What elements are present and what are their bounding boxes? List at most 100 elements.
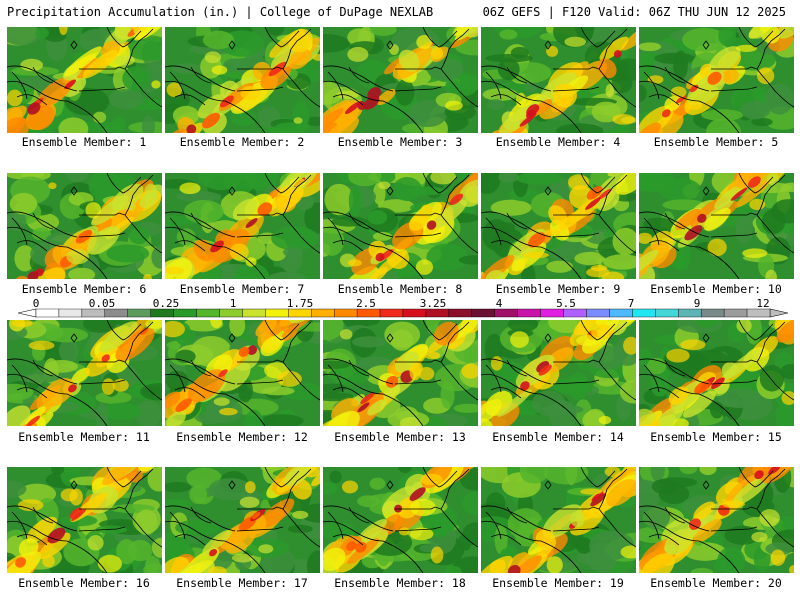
color-scale-tick-label: 0.05 [88,297,116,310]
ensemble-map-15 [639,320,794,426]
ensemble-member-label: Ensemble Member: 3 [337,135,463,149]
precipitation-map [481,320,636,426]
precipitation-map [7,467,162,573]
color-scale-swatch [150,308,174,318]
color-scale-swatch [678,308,702,318]
ensemble-map-8 [323,173,478,279]
map-title: Precipitation Accumulation (in.) | Colle… [7,5,434,19]
color-scale-swatch [494,308,518,318]
ensemble-member-label: Ensemble Member: 7 [179,282,305,296]
color-scale-tick-label: 0.25 [152,297,180,310]
precipitation-map [481,173,636,279]
ensemble-member-label: Ensemble Member: 12 [176,430,308,444]
color-scale-swatch [35,308,60,318]
color-scale-swatch [746,308,771,318]
color-scale-tick-label: 3.25 [419,297,447,310]
precipitation-map [7,320,162,426]
color-scale-tick-label: 1 [229,297,237,310]
color-scale-swatch [196,308,220,318]
color-scale-swatch [356,308,381,318]
precipitation-map [639,27,794,133]
color-scale-swatch [173,308,197,318]
ensemble-member-label: Ensemble Member: 19 [492,576,624,590]
color-scale-tick-label: 5.5 [556,297,576,310]
ensemble-member-label: Ensemble Member: 11 [18,430,150,444]
precipitation-map [323,27,478,133]
ensemble-member-label: Ensemble Member: 15 [650,430,782,444]
ensemble-member-label: Ensemble Member: 13 [334,430,466,444]
precipitation-map [639,320,794,426]
precipitation-color-scale [18,308,788,318]
ensemble-map-12 [165,320,320,426]
precipitation-map [165,27,320,133]
color-scale-swatch [104,308,128,318]
color-scale-swatch [700,308,725,318]
color-scale-swatch [540,308,564,318]
color-scale-swatch [471,308,495,318]
ensemble-map-19 [481,467,636,573]
ensemble-map-4 [481,27,636,133]
color-scale-swatch [333,308,358,318]
precipitation-map [165,173,320,279]
ensemble-map-14 [481,320,636,426]
color-scale-swatch [219,308,243,318]
precipitation-map [481,467,636,573]
ensemble-map-13 [323,320,478,426]
ensemble-member-label: Ensemble Member: 6 [21,282,147,296]
precipitation-map [639,173,794,279]
precipitation-map [165,320,320,426]
color-scale-tick-label: 9 [693,297,701,310]
color-scale-tick-label: 4 [495,297,503,310]
ensemble-map-18 [323,467,478,573]
color-scale-tick-label: 2.5 [356,297,376,310]
color-scale-tick-label: 7 [627,297,635,310]
color-scale-swatch [723,308,748,318]
ensemble-member-label: Ensemble Member: 9 [495,282,621,296]
ensemble-member-label: Ensemble Member: 10 [650,282,782,296]
color-scale-swatch [632,308,656,318]
run-valid-time: 06Z GEFS | F120 Valid: 06Z THU JUN 12 20… [482,5,786,19]
color-scale-swatch [127,308,151,318]
color-scale-swatch [655,308,679,318]
ensemble-member-label: Ensemble Member: 4 [495,135,621,149]
precipitation-map [7,173,162,279]
ensemble-map-16 [7,467,162,573]
ensemble-map-3 [323,27,478,133]
color-scale-swatch [609,308,633,318]
ensemble-member-label: Ensemble Member: 2 [179,135,305,149]
precipitation-map [323,320,478,426]
ensemble-map-6 [7,173,162,279]
color-scale-tick-label: 12 [756,297,770,310]
ensemble-member-label: Ensemble Member: 5 [653,135,779,149]
ensemble-member-label: Ensemble Member: 18 [334,576,466,590]
ensemble-map-5 [639,27,794,133]
ensemble-map-11 [7,320,162,426]
precipitation-map [639,467,794,573]
color-scale-swatch [311,308,335,318]
precipitation-map [165,467,320,573]
color-scale-swatch [448,308,473,318]
color-scale-tick-label: 1.75 [286,297,314,310]
ensemble-member-label: Ensemble Member: 8 [337,282,463,296]
precipitation-map [323,467,478,573]
color-scale-swatch [58,308,83,318]
ensemble-map-10 [639,173,794,279]
ensemble-member-label: Ensemble Member: 14 [492,430,624,444]
ensemble-map-2 [165,27,320,133]
ensemble-map-9 [481,173,636,279]
ensemble-map-7 [165,173,320,279]
color-scale-swatch [379,308,404,318]
color-scale-swatch [242,308,266,318]
precipitation-map [7,27,162,133]
color-scale-swatch [563,308,587,318]
color-scale-swatch [425,308,450,318]
ensemble-map-1 [7,27,162,133]
color-scale-swatch [402,308,427,318]
color-scale-tick-label: 0 [32,297,40,310]
color-scale-swatch [288,308,312,318]
precipitation-map [323,173,478,279]
precipitation-map [481,27,636,133]
ensemble-member-label: Ensemble Member: 17 [176,576,308,590]
ensemble-member-label: Ensemble Member: 20 [650,576,782,590]
color-scale-swatch [81,308,106,318]
